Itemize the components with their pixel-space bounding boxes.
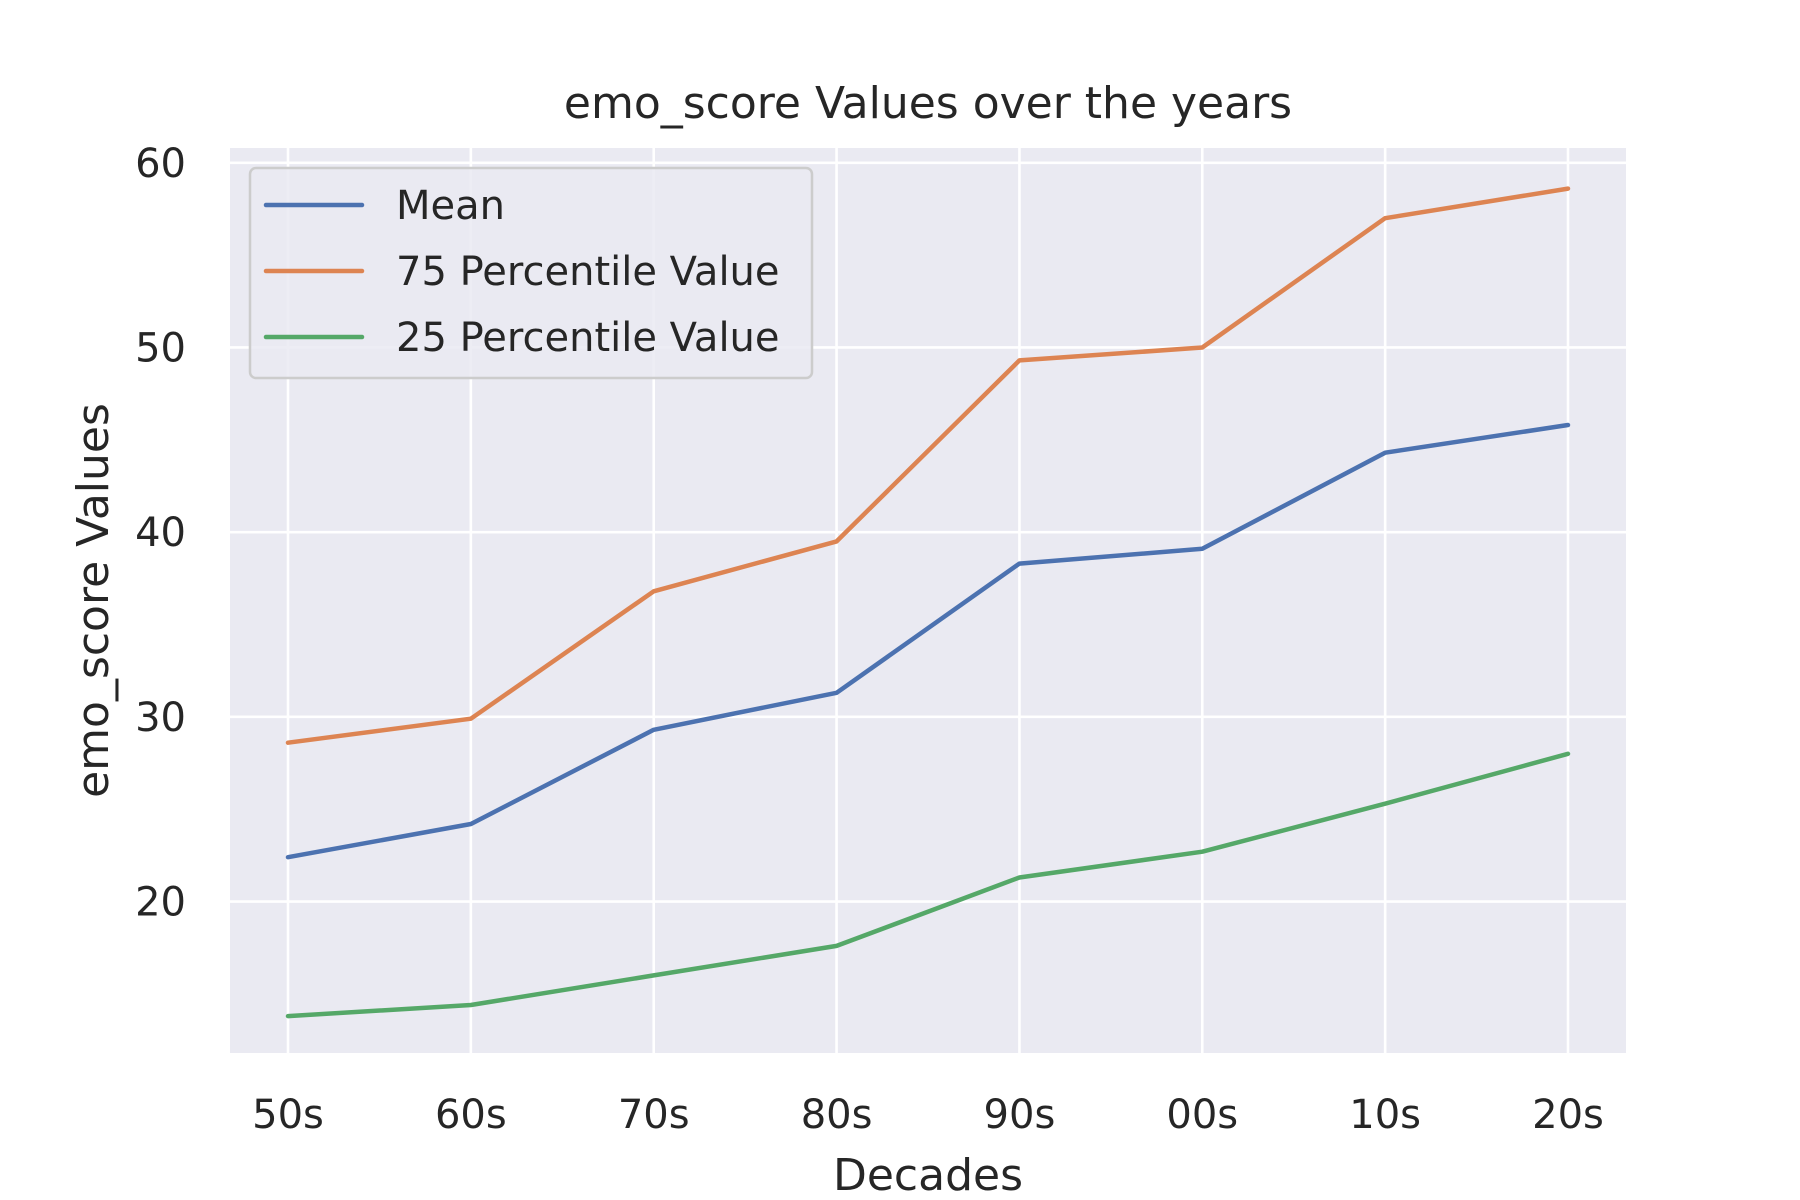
- y-tick-label: 50: [135, 325, 186, 371]
- y-axis-label: emo_score Values: [68, 403, 119, 798]
- axis-ticks: 50s 60s 70s 80s 90s 00s 10s 20s 20 30 40 50 60: [135, 141, 1604, 1138]
- x-tick-label: 10s: [1349, 1092, 1421, 1138]
- x-axis-label: Decades: [833, 1150, 1023, 1200]
- x-tick-label: 60s: [435, 1092, 507, 1138]
- legend-label: 25 Percentile Value: [396, 315, 780, 361]
- legend-label: Mean: [396, 183, 505, 229]
- x-tick-label: 00s: [1166, 1092, 1238, 1138]
- y-tick-label: 20: [135, 880, 186, 926]
- legend: Mean 75 Percentile Value 25 Percentile Val…: [248, 166, 814, 380]
- x-tick-label: 20s: [1532, 1092, 1604, 1138]
- y-tick-label: 40: [135, 510, 186, 556]
- x-tick-label: 90s: [984, 1092, 1056, 1138]
- y-tick-label: 60: [135, 141, 186, 187]
- series-line-1: [285, 186, 1571, 745]
- chart-title: emo_score Values over the years: [564, 78, 1292, 129]
- x-tick-label: 80s: [801, 1092, 873, 1138]
- series-line-2: [285, 751, 1571, 1019]
- series-lines: [285, 186, 1571, 1019]
- series-line-0: [285, 422, 1571, 860]
- x-tick-label: 50s: [252, 1092, 324, 1138]
- legend-items: Mean 75 Percentile Value 25 Percentile Val…: [263, 183, 780, 361]
- legend-box: [248, 166, 814, 380]
- x-tick-label: 70s: [618, 1092, 690, 1138]
- legend-label: 75 Percentile Value: [396, 249, 780, 295]
- y-tick-label: 30: [135, 695, 186, 741]
